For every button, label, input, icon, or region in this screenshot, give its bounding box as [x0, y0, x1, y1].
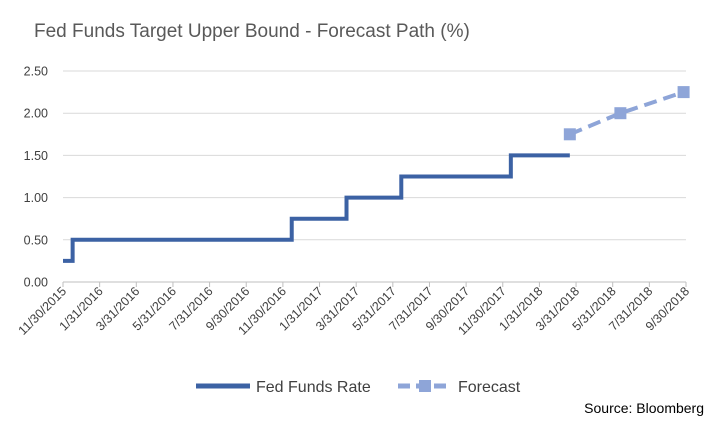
y-tick-label: 0.50 [24, 233, 48, 247]
y-tick-label: 2.00 [24, 107, 48, 121]
legend-label-fed-funds-rate: Fed Funds Rate [256, 379, 371, 396]
forecast-point [614, 107, 627, 120]
source-note: Source: Bloomberg [584, 400, 704, 416]
legend: Fed Funds Rate Forecast [196, 379, 521, 396]
legend-marker-forecast [419, 380, 431, 392]
y-tick-label: 0.00 [24, 276, 48, 290]
series-lines [63, 86, 690, 263]
series-line-fed-funds-rate [63, 153, 570, 263]
gridlines [63, 70, 686, 241]
chart-title: Fed Funds Target Upper Bound - Forecast … [34, 21, 470, 42]
y-axis-ticks: 0.00 0.50 1.00 1.50 2.00 2.50 [24, 65, 48, 290]
y-tick-label: 1.00 [24, 191, 48, 205]
forecast-point [677, 86, 690, 99]
x-axis-ticks: 11/30/20151/31/20163/31/20165/31/20167/3… [16, 282, 692, 338]
y-tick-label: 1.50 [24, 149, 48, 163]
x-tick-label: 11/30/2015 [16, 284, 70, 338]
forecast-point [563, 128, 576, 141]
y-tick-label: 2.50 [24, 65, 48, 79]
legend-label-forecast: Forecast [458, 379, 521, 396]
